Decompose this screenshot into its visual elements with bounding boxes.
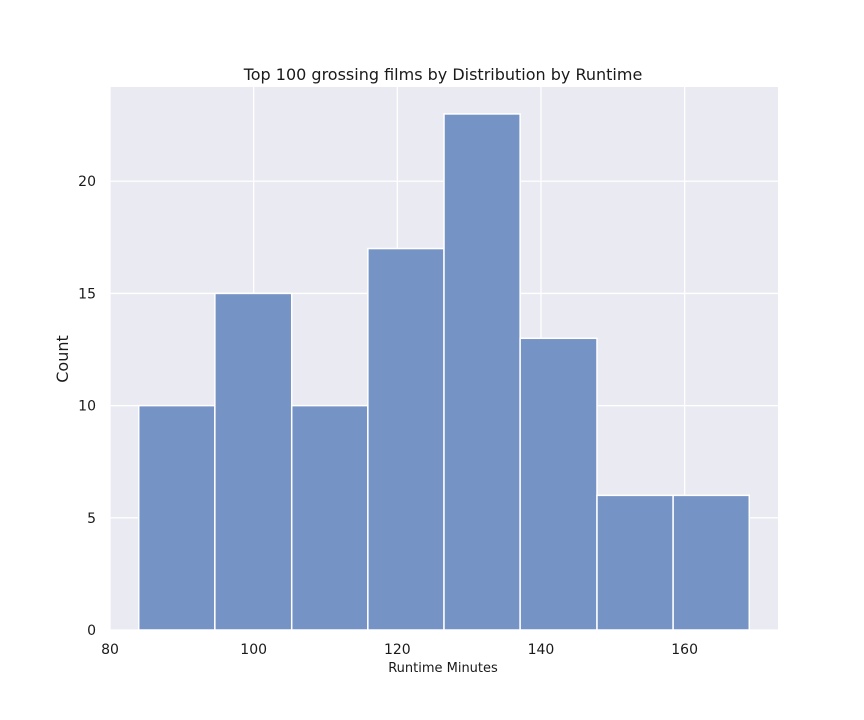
x-tick-label: 80	[101, 642, 119, 658]
histogram-bar	[214, 292, 293, 631]
y-tick-label: 10	[78, 399, 96, 415]
chart-title: Top 100 grossing films by Distribution b…	[243, 65, 643, 84]
x-tick-label: 100	[240, 642, 267, 658]
histogram-bar	[367, 247, 445, 631]
x-axis-ticks: 80 100 120 140 160	[101, 642, 698, 658]
y-tick-label: 15	[78, 286, 96, 302]
y-axis-label: Count	[53, 335, 72, 383]
histogram-bar	[672, 494, 751, 631]
histogram-bars	[137, 113, 751, 631]
x-axis-label: Runtime Minutes	[388, 661, 498, 676]
histogram-bar	[519, 337, 598, 631]
histogram-bar	[290, 404, 369, 631]
x-tick-label: 160	[671, 642, 698, 658]
y-tick-label: 0	[87, 623, 96, 639]
y-tick-label: 5	[87, 511, 96, 527]
x-tick-label: 140	[528, 642, 555, 658]
histogram-bar	[137, 404, 216, 631]
y-axis-ticks: 0 5 10 15 20	[78, 174, 96, 639]
y-tick-label: 20	[78, 174, 96, 190]
histogram-bar	[596, 494, 674, 631]
x-tick-label: 120	[384, 642, 411, 658]
histogram-bar	[443, 113, 521, 631]
